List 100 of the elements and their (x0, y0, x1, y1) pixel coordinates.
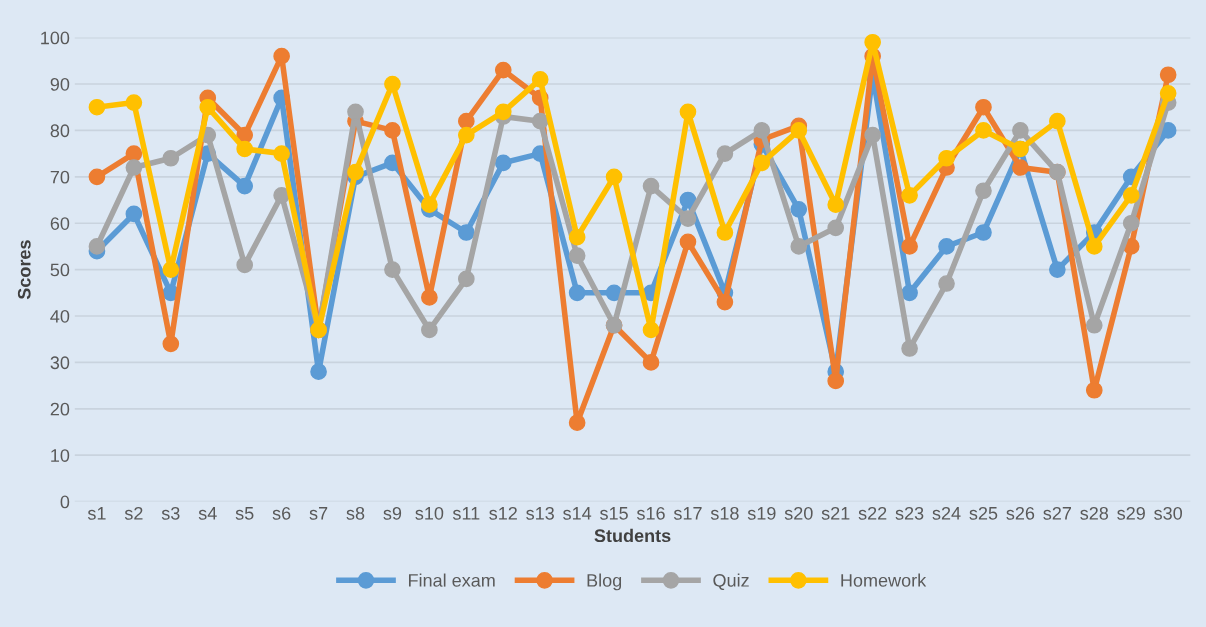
y-tick-label: 70 (50, 170, 70, 184)
point (384, 122, 401, 139)
legend-label: Quiz (713, 573, 749, 591)
point (421, 196, 438, 213)
x-tick-label: s25 (969, 506, 998, 520)
point (531, 112, 549, 130)
point (642, 321, 660, 339)
point (273, 145, 290, 162)
point (384, 261, 401, 278)
point (457, 224, 475, 241)
point (1122, 187, 1140, 204)
x-tick-label: s12 (489, 506, 517, 520)
point (938, 275, 955, 292)
point (125, 205, 143, 223)
point (310, 363, 327, 381)
x-tick-label: s14 (563, 507, 592, 520)
point (494, 61, 512, 79)
x-tick-label: s22 (858, 506, 887, 520)
point (1085, 381, 1103, 399)
point (1085, 316, 1103, 334)
point (457, 112, 475, 130)
point (1085, 238, 1103, 255)
point (679, 191, 697, 209)
point (162, 149, 180, 167)
point (88, 98, 106, 116)
legend-label: Final exam (409, 573, 495, 587)
y-tick-label: 80 (50, 124, 70, 138)
point (1159, 66, 1177, 84)
point (457, 270, 475, 288)
x-tick-label: s6 (272, 506, 291, 520)
point (568, 414, 586, 432)
point (679, 233, 697, 251)
point (679, 210, 697, 227)
point (790, 122, 808, 139)
point (347, 103, 364, 121)
point (125, 94, 143, 111)
point (1012, 122, 1029, 139)
point (864, 126, 881, 144)
x-tick-label: s23 (895, 506, 924, 520)
point (864, 33, 881, 51)
x-tick-label: s4 (198, 507, 217, 520)
legend-label: Homework (841, 573, 927, 587)
y-tick-label: 50 (50, 263, 70, 277)
point (236, 256, 254, 274)
point (827, 372, 845, 390)
x-tick-label: s11 (452, 507, 480, 520)
x-tick-label: s2 (124, 506, 143, 520)
x-tick-label: s20 (784, 506, 813, 520)
x-axis-title: Students (594, 528, 671, 543)
x-tick-label: s10 (415, 506, 444, 520)
x-tick-label: s18 (710, 506, 739, 520)
point (716, 293, 734, 311)
x-tick-label: s5 (235, 507, 254, 520)
x-tick-label: s30 (1154, 506, 1183, 520)
point (1049, 261, 1066, 278)
point (901, 340, 918, 357)
point (236, 177, 254, 195)
point (753, 122, 771, 139)
point (457, 126, 475, 144)
y-tick-label: 100 (41, 31, 70, 45)
x-tick-label: s27 (1043, 506, 1071, 520)
point (88, 168, 106, 186)
point (494, 154, 512, 172)
point (716, 145, 734, 162)
point (125, 145, 143, 162)
point (568, 247, 586, 265)
point (790, 238, 808, 255)
point (938, 149, 955, 167)
y-tick-label: 20 (50, 402, 70, 416)
x-tick-label: s21 (821, 506, 850, 520)
y-tick-label: 10 (51, 449, 70, 462)
point (901, 238, 918, 255)
x-tick-label: s16 (636, 506, 665, 520)
point (975, 182, 992, 200)
point (827, 219, 845, 237)
point (125, 159, 143, 176)
y-tick-label: 90 (50, 77, 70, 91)
point (679, 103, 697, 121)
y-axis-title: Scores (17, 240, 31, 300)
point (494, 103, 512, 121)
point (605, 168, 623, 186)
point (1049, 112, 1066, 130)
point (568, 228, 586, 246)
point (568, 284, 586, 302)
point (716, 224, 734, 241)
point (975, 122, 992, 139)
point (531, 71, 549, 88)
legend-label: Blog (587, 573, 622, 591)
point (199, 98, 217, 116)
x-tick-label: s15 (600, 507, 628, 520)
point (273, 47, 290, 65)
x-tick-label: s19 (747, 506, 776, 520)
point (901, 284, 918, 302)
point (901, 187, 918, 204)
point (88, 238, 106, 255)
x-tick-label: s7 (309, 507, 328, 520)
x-tick-label: s8 (346, 506, 365, 520)
point (236, 140, 254, 158)
y-tick-label: 0 (60, 495, 70, 509)
x-tick-label: s26 (1006, 506, 1035, 520)
